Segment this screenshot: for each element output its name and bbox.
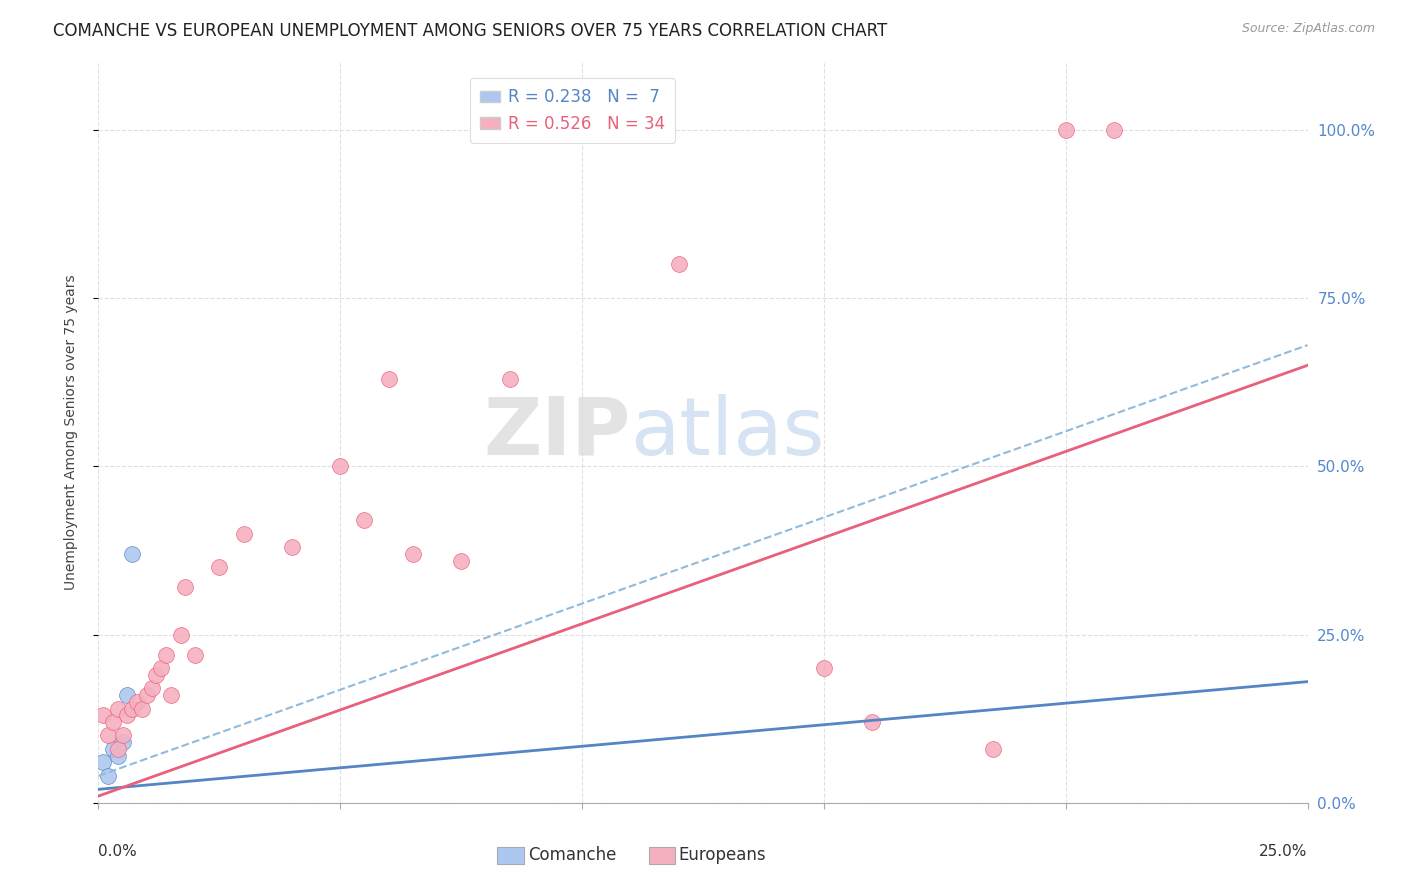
Point: [91, 756, 114, 770]
Text: Europeans: Europeans: [679, 846, 766, 863]
Bar: [498, 847, 524, 863]
Legend: R = 0.238   N =  7, R = 0.526   N = 34: R = 0.238 N = 7, R = 0.526 N = 34: [470, 78, 675, 143]
Point: [184, 648, 207, 662]
Point: [131, 701, 153, 715]
Point: [150, 661, 173, 675]
Point: [668, 257, 690, 271]
Point: [155, 648, 177, 662]
Point: [1054, 122, 1077, 136]
Text: 25.0%: 25.0%: [1260, 844, 1308, 858]
Text: Source: ZipAtlas.com: Source: ZipAtlas.com: [1241, 22, 1375, 36]
Y-axis label: Unemployment Among Seniors over 75 years: Unemployment Among Seniors over 75 years: [63, 275, 77, 591]
Point: [97, 729, 120, 743]
Point: [1102, 122, 1125, 136]
Text: 0.0%: 0.0%: [98, 844, 138, 858]
Point: [121, 547, 143, 561]
Point: [353, 513, 375, 527]
Point: [111, 729, 134, 743]
Point: [860, 714, 883, 729]
Point: [101, 714, 124, 729]
Point: [402, 547, 425, 561]
Bar: [648, 847, 675, 863]
Point: [135, 688, 157, 702]
Point: [174, 581, 197, 595]
Point: [107, 748, 129, 763]
Text: ZIP: ZIP: [484, 393, 630, 472]
Point: [377, 372, 399, 386]
Text: atlas: atlas: [630, 393, 825, 472]
Point: [169, 627, 191, 641]
Text: Comanche: Comanche: [527, 846, 616, 863]
Point: [97, 769, 120, 783]
Point: [329, 459, 352, 474]
Point: [101, 742, 124, 756]
Point: [117, 688, 139, 702]
Point: [281, 540, 304, 554]
Point: [121, 701, 143, 715]
Point: [107, 742, 129, 756]
Point: [145, 668, 167, 682]
Point: [208, 560, 231, 574]
Text: COMANCHE VS EUROPEAN UNEMPLOYMENT AMONG SENIORS OVER 75 YEARS CORRELATION CHART: COMANCHE VS EUROPEAN UNEMPLOYMENT AMONG …: [53, 22, 887, 40]
Point: [111, 735, 134, 749]
Point: [498, 372, 520, 386]
Point: [450, 553, 472, 567]
Point: [127, 695, 149, 709]
Point: [91, 708, 114, 723]
Point: [813, 661, 835, 675]
Point: [160, 688, 183, 702]
Point: [107, 701, 129, 715]
Point: [141, 681, 163, 696]
Point: [232, 526, 254, 541]
Point: [981, 742, 1004, 756]
Point: [117, 708, 139, 723]
